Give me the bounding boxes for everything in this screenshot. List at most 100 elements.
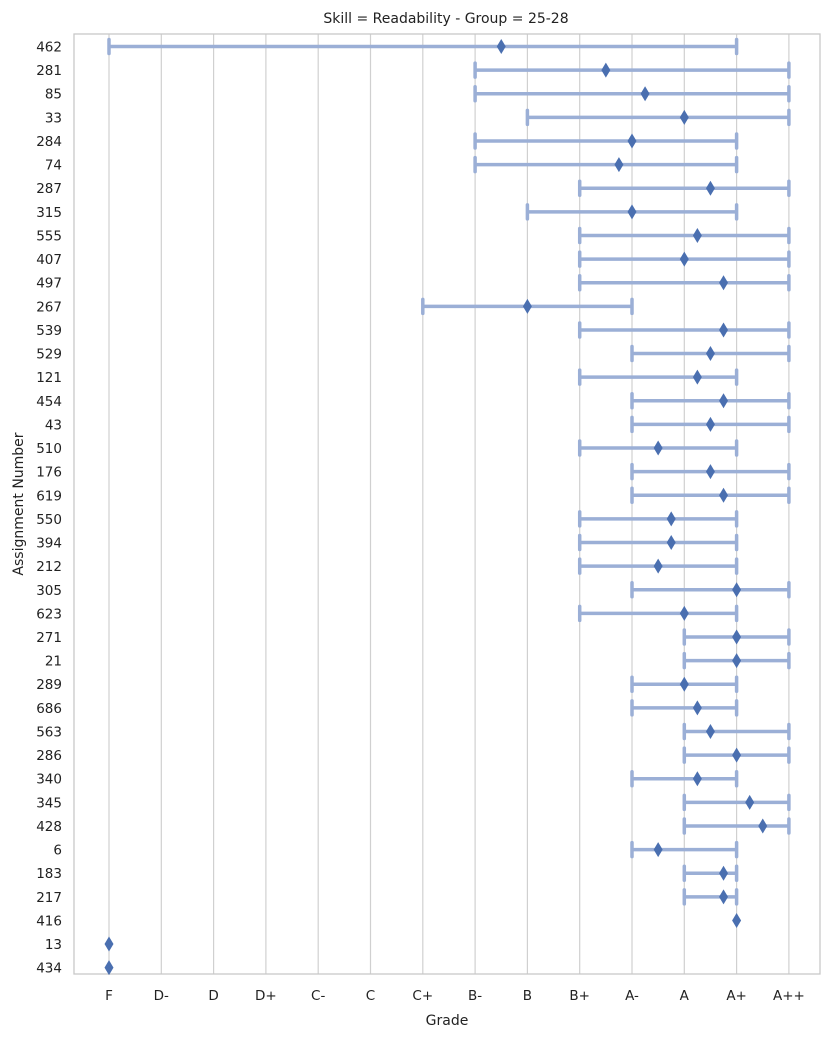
- point-marker: [653, 558, 663, 574]
- y-tick-label: 462: [36, 40, 62, 56]
- point-marker: [496, 39, 506, 54]
- point-marker: [758, 818, 768, 834]
- point-marker: [627, 204, 637, 220]
- point-marker: [679, 676, 689, 692]
- point-marker: [104, 960, 114, 976]
- x-tick-label: F: [105, 988, 113, 1004]
- y-tick-label: 21: [45, 654, 62, 670]
- x-tick-label: A++: [773, 988, 805, 1004]
- x-tick-label: D+: [255, 988, 277, 1004]
- x-tick-label: D: [208, 988, 218, 1004]
- point-marker: [719, 865, 729, 881]
- x-tick-label: A: [680, 988, 690, 1004]
- y-tick-label: 289: [36, 677, 62, 693]
- point-marker: [666, 511, 676, 527]
- y-tick-label: 550: [36, 512, 62, 528]
- y-axis-label: Assignment Number: [11, 432, 27, 575]
- point-marker: [719, 275, 729, 291]
- point-marker: [719, 322, 729, 338]
- point-marker: [666, 535, 676, 551]
- y-tick-label: 434: [36, 961, 62, 977]
- y-tick-label: 43: [45, 417, 62, 433]
- point-marker: [104, 936, 114, 952]
- y-tick-label: 217: [36, 890, 62, 906]
- y-tick-label: 271: [36, 630, 62, 646]
- point-marker: [705, 723, 715, 739]
- y-tick-label: 394: [36, 536, 62, 552]
- x-tick-label: A-: [625, 988, 639, 1004]
- point-marker: [692, 369, 702, 385]
- point-marker: [679, 251, 689, 267]
- y-tick-label: 267: [36, 299, 62, 315]
- point-marker: [705, 180, 715, 196]
- point-marker: [522, 298, 532, 314]
- point-marker: [614, 157, 624, 173]
- y-tick-label: 33: [45, 110, 62, 126]
- point-marker: [705, 464, 715, 480]
- point-marker: [653, 842, 663, 858]
- x-tick-label: B-: [468, 988, 482, 1004]
- x-tick-label: B: [523, 988, 532, 1004]
- y-tick-label: 340: [36, 772, 62, 788]
- y-tick-label: 345: [36, 795, 62, 811]
- y-tick-label: 305: [36, 583, 62, 599]
- y-tick-label: 121: [36, 370, 62, 386]
- y-tick-label: 555: [36, 228, 62, 244]
- grid-lines: [108, 34, 790, 974]
- point-marker: [692, 700, 702, 716]
- point-marker: [679, 109, 689, 125]
- point-marker: [719, 393, 729, 409]
- point-marker: [653, 440, 663, 456]
- y-tick-label: 529: [36, 347, 62, 363]
- y-tick-label: 281: [36, 63, 62, 79]
- y-tick-label: 428: [36, 819, 62, 835]
- y-tick-label: 539: [36, 323, 62, 339]
- x-tick-label: B+: [569, 988, 590, 1004]
- x-tick-label: C: [366, 988, 375, 1004]
- y-tick-label: 183: [36, 866, 62, 882]
- y-tick-label: 315: [36, 205, 62, 221]
- y-tick-label: 85: [45, 87, 62, 103]
- y-tick-label: 407: [36, 252, 62, 268]
- y-tick-label: 497: [36, 276, 62, 292]
- x-tick-labels: F D- D D+ C- C C+ B- B B+ A- A A+ A++: [105, 988, 805, 1004]
- point-marker: [601, 62, 611, 78]
- x-tick-label: A+: [726, 988, 747, 1004]
- chart-title: Skill = Readability - Group = 25-28: [323, 11, 568, 27]
- point-marker: [719, 889, 729, 905]
- point-marker: [732, 747, 742, 763]
- point-marker: [732, 582, 742, 598]
- y-tick-label: 563: [36, 724, 62, 740]
- x-tick-label: C+: [412, 988, 433, 1004]
- point-marker: [627, 133, 637, 149]
- plot-frame: [73, 33, 821, 975]
- point-marker: [719, 487, 729, 503]
- y-tick-label: 287: [36, 181, 62, 197]
- point-marker: [692, 771, 702, 787]
- y-tick-label: 74: [45, 158, 62, 174]
- point-marker: [705, 346, 715, 362]
- y-tick-label: 13: [45, 937, 62, 953]
- y-tick-labels: 462 281 85 33 284 74 287 315 555 407 497 267 539 529 1…: [36, 40, 62, 977]
- y-tick-label: 176: [36, 465, 62, 481]
- data-marks: [104, 37, 791, 976]
- point-marker: [732, 629, 742, 645]
- point-marker: [692, 227, 702, 243]
- y-tick-label: 510: [36, 441, 62, 457]
- x-tick-label: C-: [311, 988, 325, 1004]
- y-tick-label: 416: [36, 913, 62, 929]
- y-tick-label: 284: [36, 134, 62, 150]
- point-marker: [732, 912, 742, 928]
- point-marker: [732, 653, 742, 669]
- y-tick-label: 686: [36, 701, 62, 717]
- y-tick-label: 623: [36, 606, 62, 622]
- y-tick-label: 286: [36, 748, 62, 764]
- y-tick-label: 6: [53, 843, 62, 859]
- point-marker: [679, 605, 689, 621]
- point-marker: [640, 86, 650, 102]
- y-tick-label: 454: [36, 394, 62, 410]
- point-marker: [745, 794, 755, 810]
- x-axis-label: Grade: [426, 1013, 469, 1029]
- y-tick-label: 619: [36, 488, 62, 504]
